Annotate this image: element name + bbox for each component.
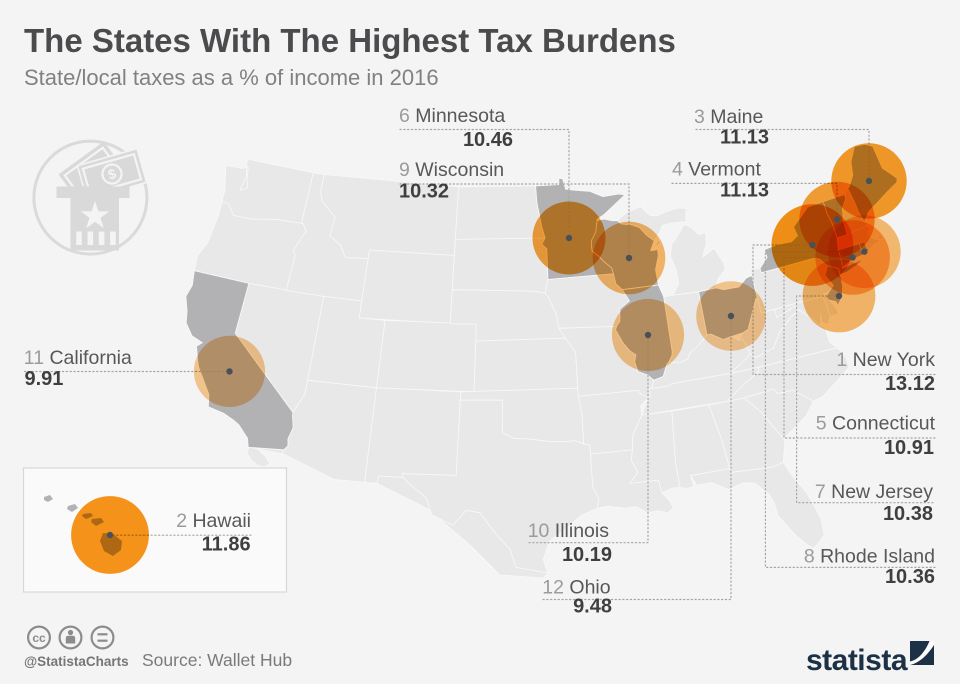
leader-illinois — [528, 334, 649, 544]
dot-hawaii — [106, 531, 114, 539]
page-subtitle: State/local taxes as a % of income in 20… — [24, 65, 439, 90]
hawaii-inset-box — [22, 467, 288, 593]
state-dots — [106, 177, 873, 539]
dot-vermont — [833, 216, 841, 223]
statista-charts-handle: @StatistaCharts — [24, 654, 129, 669]
label-maine: 3 Maine — [694, 106, 763, 128]
label-connecticut: 5 Connecticut — [816, 413, 936, 435]
label-rhode-island: 8 Rhode Island — [804, 546, 935, 568]
state-north-carolina — [726, 347, 850, 402]
dot-minnesota — [565, 234, 573, 242]
dot-new-york — [809, 241, 816, 249]
value-maine: 11.13 — [720, 127, 769, 149]
label-ohio: 12 Ohio — [542, 577, 610, 599]
label-illinois: 10 Illinois — [528, 520, 610, 542]
state-washington — [221, 158, 314, 224]
label-minnesota: 6 Minnesota — [399, 105, 505, 127]
value-wisconsin: 10.32 — [399, 181, 449, 203]
value-minnesota: 10.46 — [463, 129, 513, 151]
land-baja — [246, 446, 271, 468]
leader-rhode-island — [764, 251, 936, 569]
value-rhode-island: 10.36 — [885, 566, 935, 588]
label-new-york: 1 New York — [836, 349, 935, 371]
dot-illinois — [644, 331, 652, 339]
value-hawaii: 11.86 — [202, 534, 251, 556]
state-texas — [401, 399, 600, 574]
state-north-dakota — [455, 185, 546, 240]
state-colorado — [376, 319, 477, 393]
dot-wisconsin — [625, 254, 633, 262]
dot-maine — [865, 177, 873, 185]
label-new-jersey: 7 New Jersey — [815, 481, 933, 503]
statista-logo-text: statista — [805, 644, 908, 677]
us-states-map — [185, 144, 898, 579]
leader-maine — [695, 128, 870, 182]
dot-ohio — [727, 312, 735, 320]
dot-california — [226, 368, 233, 375]
dot-new-jersey — [835, 292, 843, 300]
state-new-mexico — [364, 387, 462, 484]
value-new-jersey: 10.38 — [883, 503, 933, 525]
label-wisconsin: 9 Wisconsin — [399, 159, 504, 181]
value-illinois: 10.19 — [562, 544, 612, 566]
value-vermont: 11.13 — [720, 180, 769, 202]
state-florida — [690, 461, 825, 549]
tax-ballot-icon: $ — [32, 139, 149, 256]
leader-minnesota — [399, 128, 570, 239]
label-hawaii: 2 Hawaii — [176, 510, 251, 532]
dot-rhode-island — [861, 248, 868, 255]
source-credit: Source: Wallet Hub — [142, 650, 293, 670]
label-vermont: 4 Vermont — [672, 159, 761, 181]
value-connecticut: 10.91 — [884, 437, 934, 459]
value-ohio: 9.48 — [573, 596, 612, 618]
value-california: 9.91 — [25, 368, 64, 390]
label-california: 11 California — [24, 347, 132, 369]
state-kansas — [473, 337, 579, 393]
state-wyoming — [358, 249, 455, 325]
dot-connecticut — [849, 254, 856, 261]
page-title: The States With The Highest Tax Burdens — [24, 22, 676, 59]
state-michigan — [669, 223, 726, 296]
value-new-york: 13.12 — [885, 373, 935, 395]
leader-ohio — [542, 315, 732, 601]
